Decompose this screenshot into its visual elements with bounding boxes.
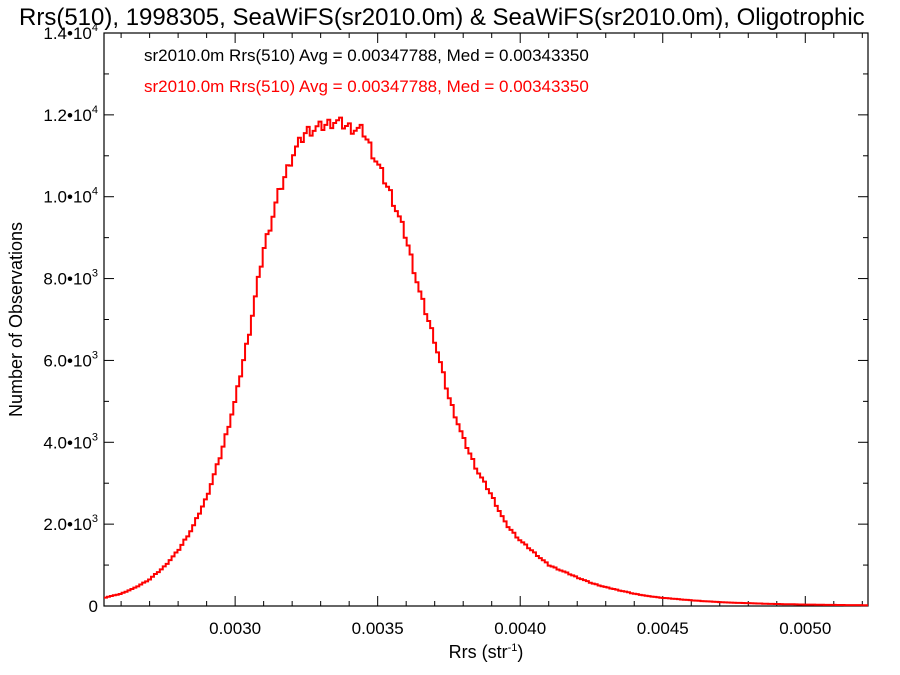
y-tick-label: 8.0•103 — [43, 268, 98, 289]
y-tick-label: 1.2•104 — [43, 104, 98, 125]
x-tick-label: 0.0030 — [209, 619, 261, 638]
y-tick-label: 1.4•104 — [43, 22, 98, 43]
y-tick-label: 2.0•103 — [43, 513, 98, 534]
legend-entry-black: sr2010.0m Rrs(510) Avg = 0.00347788, Med… — [144, 46, 589, 65]
y-axis: 0 2.0•103 4.0•103 6.0•103 8.0•103 1.0•104 1.2•… — [43, 22, 868, 616]
x-tick-label: 0.0035 — [352, 619, 404, 638]
x-axis: 0.0030 0.0035 0.0040 0.0045 0.0050 — [120, 33, 863, 638]
x-tick-label: 0.0045 — [637, 619, 689, 638]
y-axis-label: Number of Observations — [6, 222, 26, 417]
plot-frame — [103, 32, 869, 607]
x-tick-label: 0.0040 — [494, 619, 546, 638]
y-tick-label: 1.0•104 — [43, 186, 98, 207]
chart-title: Rrs(510), 1998305, SeaWiFS(sr2010.0m) & … — [19, 4, 865, 31]
x-axis-label: Rrs (str-1) — [449, 642, 524, 662]
legend-entry-red: sr2010.0m Rrs(510) Avg = 0.00347788, Med… — [144, 77, 589, 96]
y-tick-label: 6.0•103 — [43, 349, 98, 370]
y-tick-label: 0 — [89, 597, 98, 616]
histogram-series-line — [104, 116, 868, 607]
x-tick-label: 0.0050 — [779, 619, 831, 638]
y-tick-label: 4.0•103 — [43, 431, 98, 452]
